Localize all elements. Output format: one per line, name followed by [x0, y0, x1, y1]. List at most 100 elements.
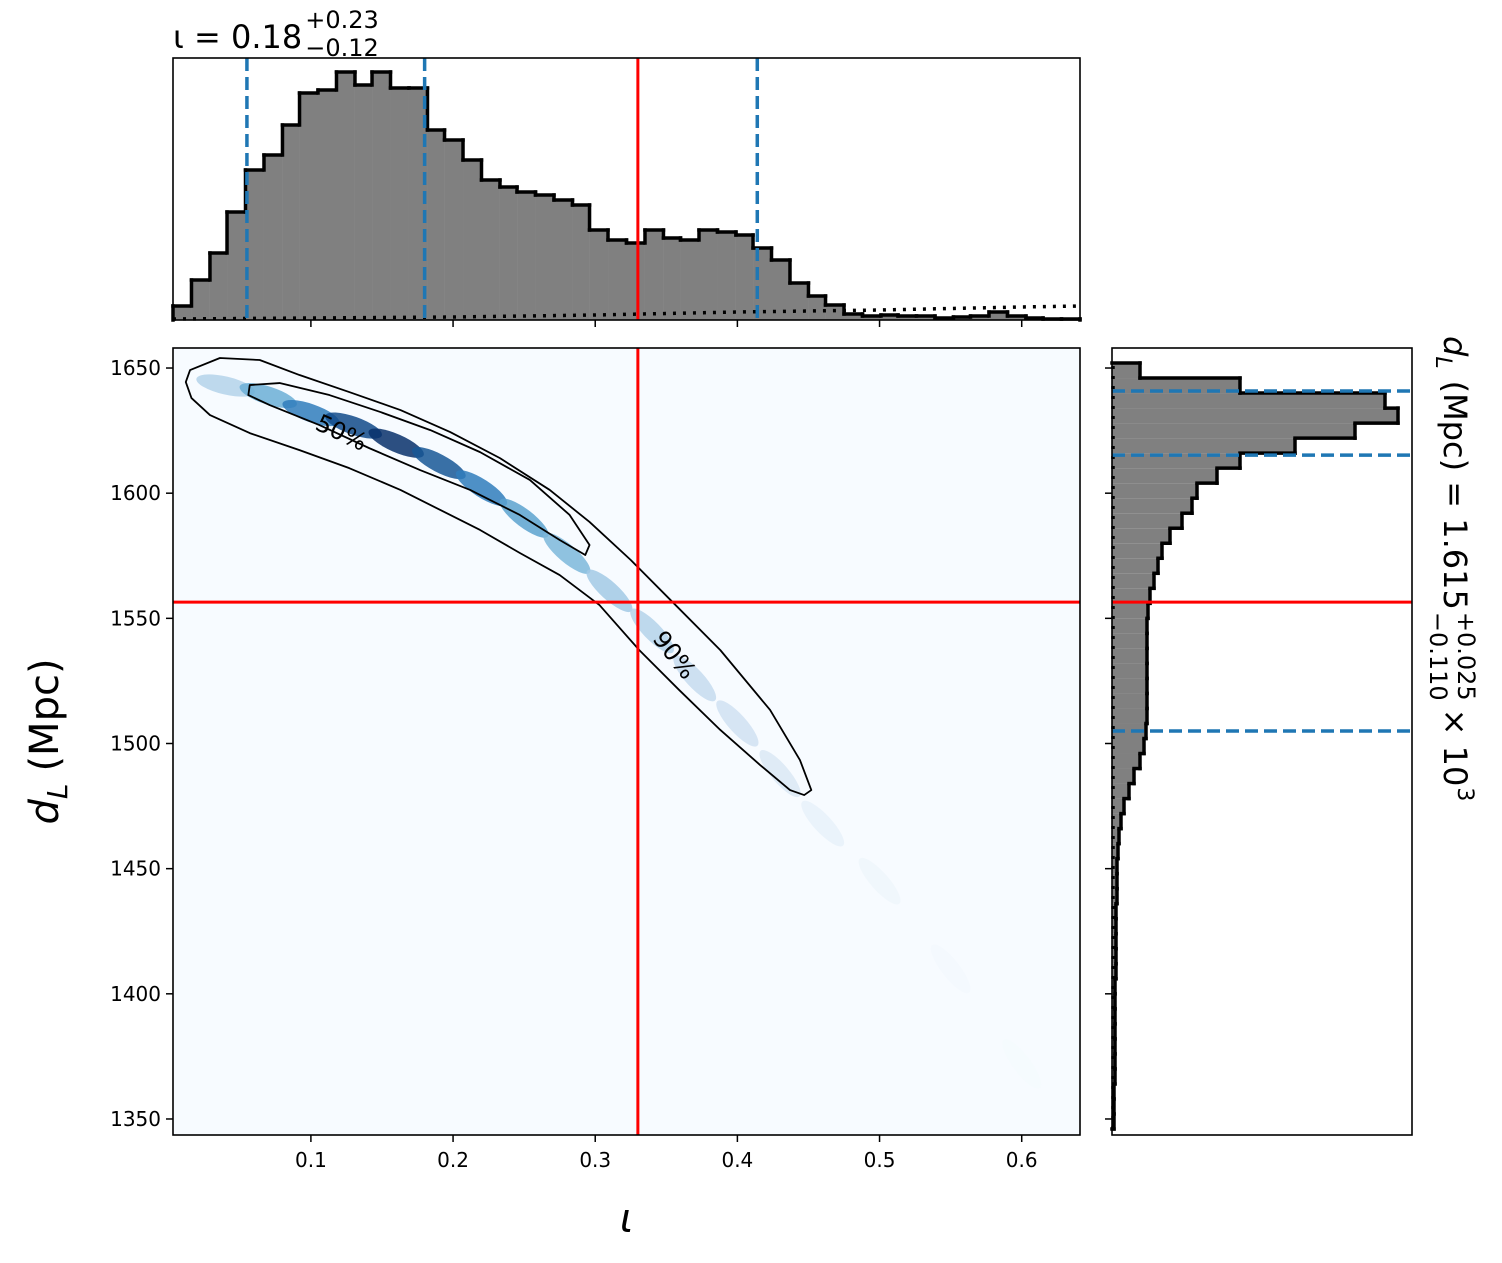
bar [1112, 363, 1140, 379]
bar [1112, 453, 1240, 469]
right-title-sub: −0.110 [1424, 612, 1452, 701]
bar [898, 316, 917, 320]
bar [408, 88, 428, 320]
density-cell [411, 447, 466, 480]
bar [1112, 813, 1121, 829]
bar [1007, 316, 1026, 320]
x-axis-label: ι [620, 1196, 634, 1242]
y-tick-label: 1350 [110, 1107, 161, 1131]
bar [1112, 873, 1117, 889]
density-cell [1002, 1039, 1042, 1089]
bar [1112, 678, 1147, 694]
bar [699, 230, 718, 320]
bar [1112, 378, 1240, 394]
bar [1112, 543, 1162, 559]
bar [789, 283, 809, 320]
right-title-times: × 10 [1436, 709, 1474, 787]
bar [1112, 768, 1134, 784]
contour [184, 357, 813, 796]
bar [553, 200, 573, 320]
bar [354, 85, 373, 320]
bar [735, 235, 754, 320]
bar [390, 88, 409, 320]
bar [1112, 528, 1170, 544]
bar [245, 170, 264, 320]
bar [1112, 783, 1129, 799]
x-tick-label: 0.4 [721, 1148, 753, 1172]
right-title-exp: 3 [1452, 787, 1477, 801]
bar [481, 180, 500, 320]
bar [1112, 603, 1148, 619]
y-tick-label: 1600 [110, 481, 161, 505]
bar [263, 155, 283, 320]
bar [844, 314, 863, 320]
density-cell [858, 857, 901, 905]
y-label-subscript: L [41, 784, 74, 800]
bar [499, 187, 518, 320]
bar [1112, 423, 1355, 439]
top-title-sub: −0.12 [305, 34, 379, 62]
density-cell [282, 399, 340, 427]
bar [572, 205, 590, 320]
bar [336, 72, 355, 320]
bar [1112, 663, 1147, 679]
bar [318, 90, 337, 320]
right-title-text: (Mpc) = 1.615 [1436, 381, 1474, 610]
bar [427, 130, 445, 320]
bar [1112, 633, 1147, 649]
y-tick-label: 1500 [110, 732, 161, 756]
y-axis-label: dL (Mpc) [22, 658, 74, 824]
axes-frame [172, 57, 1081, 321]
bar [282, 125, 300, 320]
bar [227, 212, 246, 320]
bar [970, 316, 990, 320]
bar [1112, 828, 1119, 844]
bar [299, 93, 319, 320]
density-cell [630, 608, 674, 654]
density-cell [716, 700, 759, 747]
y-label-symbol: d [22, 799, 68, 825]
bar [1112, 903, 1116, 919]
bar [1112, 408, 1398, 424]
bar [862, 316, 881, 320]
top-title: ι = 0.18 [173, 18, 302, 56]
bar [1112, 513, 1182, 529]
bar [1112, 438, 1295, 454]
bar [191, 280, 210, 320]
density-cell [930, 944, 971, 994]
density-cell [673, 655, 717, 702]
bar [1112, 498, 1192, 514]
bar [825, 305, 845, 320]
x-tick-label: 0.1 [295, 1148, 327, 1172]
bar [916, 316, 935, 320]
density-cell [368, 428, 424, 458]
bar [1112, 483, 1197, 499]
bar [1112, 798, 1124, 814]
bar [608, 240, 627, 320]
bar [808, 296, 826, 320]
bar [535, 195, 554, 320]
bar [680, 240, 700, 320]
y-tick-label: 1650 [110, 356, 161, 380]
bar [1112, 468, 1217, 484]
density-cell [759, 749, 801, 798]
bar [1112, 738, 1144, 754]
density-cell [196, 374, 255, 397]
bar [1112, 723, 1146, 739]
y-label-unit: (Mpc) [22, 658, 68, 771]
bar [1112, 393, 1385, 409]
right-title-subscript: L [1430, 356, 1455, 368]
y-tick-label: 1550 [110, 606, 161, 630]
right-title-sup: +0.025 [1452, 612, 1480, 701]
contour [247, 382, 591, 556]
density-cell [325, 412, 383, 439]
axes-frame [1111, 347, 1413, 1136]
density-cell [801, 800, 845, 847]
x-tick-label: 0.2 [437, 1148, 469, 1172]
bar [771, 260, 790, 320]
bar [463, 160, 482, 320]
bar [663, 238, 681, 320]
bar [517, 192, 536, 320]
